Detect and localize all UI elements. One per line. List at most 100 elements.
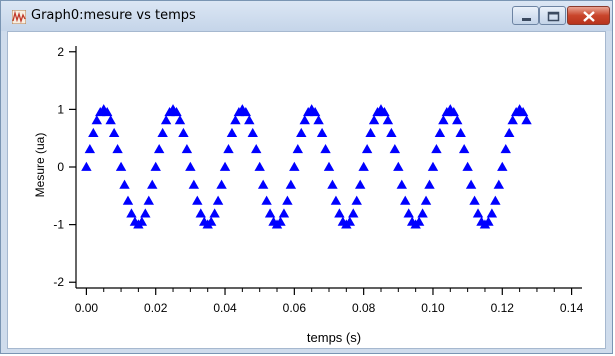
- chart-axes: 2 1 0 -1 -2 0.00 0.02 0.04 0.06 0.08 0.10 0.12 0.14: [53, 45, 583, 315]
- data-point: [84, 143, 96, 154]
- data-point: [299, 115, 310, 125]
- y-tick-label: 1: [57, 102, 64, 116]
- data-point: [178, 127, 189, 138]
- x-tick-label: 0.02: [144, 301, 168, 315]
- data-point: [469, 195, 480, 205]
- window-title: Graph0:mesure vs temps: [31, 8, 196, 23]
- data-point: [240, 107, 252, 117]
- data-point: [88, 127, 99, 138]
- data-point: [507, 115, 518, 125]
- maximize-button[interactable]: [539, 6, 566, 25]
- data-point: [497, 161, 508, 171]
- data-point: [323, 161, 335, 171]
- data-point: [334, 208, 345, 218]
- data-point: [483, 216, 494, 226]
- data-point: [147, 179, 158, 189]
- data-point: [493, 179, 505, 189]
- data-point: [160, 115, 172, 125]
- data-point: [472, 208, 484, 218]
- data-point: [486, 208, 498, 218]
- data-point: [361, 143, 373, 154]
- data-point: [91, 115, 102, 125]
- data-point: [521, 115, 532, 125]
- data-point: [368, 115, 380, 125]
- data-point: [264, 208, 276, 218]
- x-tick-label: 0.14: [560, 301, 584, 315]
- data-point: [181, 143, 193, 154]
- scatter-chart: 210-1-20.00 0.02 0.04 0.06 0.08 0.10 0.12 0.14 …: [33, 45, 584, 345]
- data-point: [365, 127, 376, 138]
- data-point: [458, 143, 470, 154]
- title-bar[interactable]: Graph0:mesure vs temps: [1, 1, 612, 31]
- data-point: [143, 195, 154, 205]
- data-point: [316, 127, 328, 138]
- data-point: [192, 195, 203, 205]
- y-tick-label: -2: [53, 275, 64, 289]
- y-tick-label: 2: [57, 45, 64, 59]
- data-point: [296, 127, 307, 138]
- maximize-icon: [547, 11, 560, 22]
- data-point: [244, 115, 255, 125]
- x-tick-label: 0.08: [352, 301, 376, 315]
- data-point: [282, 195, 293, 205]
- data-point: [420, 195, 432, 205]
- data-point: [434, 127, 446, 138]
- data-point: [185, 161, 196, 171]
- data-point: [171, 107, 182, 117]
- data-point: [431, 143, 442, 154]
- data-point: [344, 216, 355, 226]
- data-point: [219, 161, 231, 171]
- data-point: [140, 208, 151, 218]
- graph-area[interactable]: 2 1 0 -1 -2 0.00 0.02 0.04 0.06 0.08 0.10 0.12 0.14 …: [7, 31, 606, 349]
- data-point: [230, 115, 241, 125]
- x-tick-label: 0.04: [213, 301, 237, 315]
- y-tick-label: -1: [53, 218, 64, 232]
- data-point: [289, 161, 300, 171]
- data-point: [382, 115, 394, 125]
- y-axis-label: Mesure (ua): [33, 133, 47, 198]
- data-point: [400, 195, 411, 205]
- data-point: [212, 195, 224, 205]
- data-point: [150, 161, 161, 171]
- x-tick-label: 0.10: [421, 301, 445, 315]
- data-point: [452, 115, 463, 125]
- data-point: [504, 127, 515, 138]
- data-point: [327, 179, 338, 189]
- data-point: [261, 195, 272, 205]
- minimize-button[interactable]: [512, 6, 539, 25]
- x-tick-label: 0.12: [491, 301, 515, 315]
- data-point: [517, 107, 529, 117]
- data-point: [396, 179, 407, 189]
- data-point: [223, 143, 234, 154]
- data-point: [205, 216, 217, 226]
- data-point: [209, 208, 220, 218]
- data-point: [403, 208, 414, 218]
- data-point: [386, 127, 397, 138]
- data-point: [424, 179, 435, 189]
- close-icon: [583, 11, 595, 22]
- data-point: [174, 115, 186, 125]
- data-point: [254, 161, 265, 171]
- data-point: [247, 127, 258, 138]
- data-point: [427, 161, 439, 171]
- data-point: [438, 115, 449, 125]
- data-point: [275, 216, 286, 226]
- data-point: [278, 208, 290, 218]
- data-point: [101, 107, 113, 117]
- data-point: [313, 115, 324, 125]
- data-point: [448, 107, 459, 117]
- data-point: [226, 127, 238, 138]
- data-point: [251, 143, 262, 154]
- data-point: [122, 195, 134, 205]
- data-point: [393, 161, 404, 171]
- close-button[interactable]: [567, 6, 610, 25]
- data-point: [413, 216, 425, 226]
- data-point: [455, 127, 466, 138]
- data-point: [216, 179, 227, 189]
- data-point: [292, 143, 304, 154]
- data-point: [465, 179, 477, 189]
- x-tick-label: 0.00: [75, 301, 99, 315]
- data-point: [195, 208, 206, 218]
- graph-app-icon[interactable]: [11, 9, 27, 25]
- x-axis-label: temps (s): [307, 330, 361, 345]
